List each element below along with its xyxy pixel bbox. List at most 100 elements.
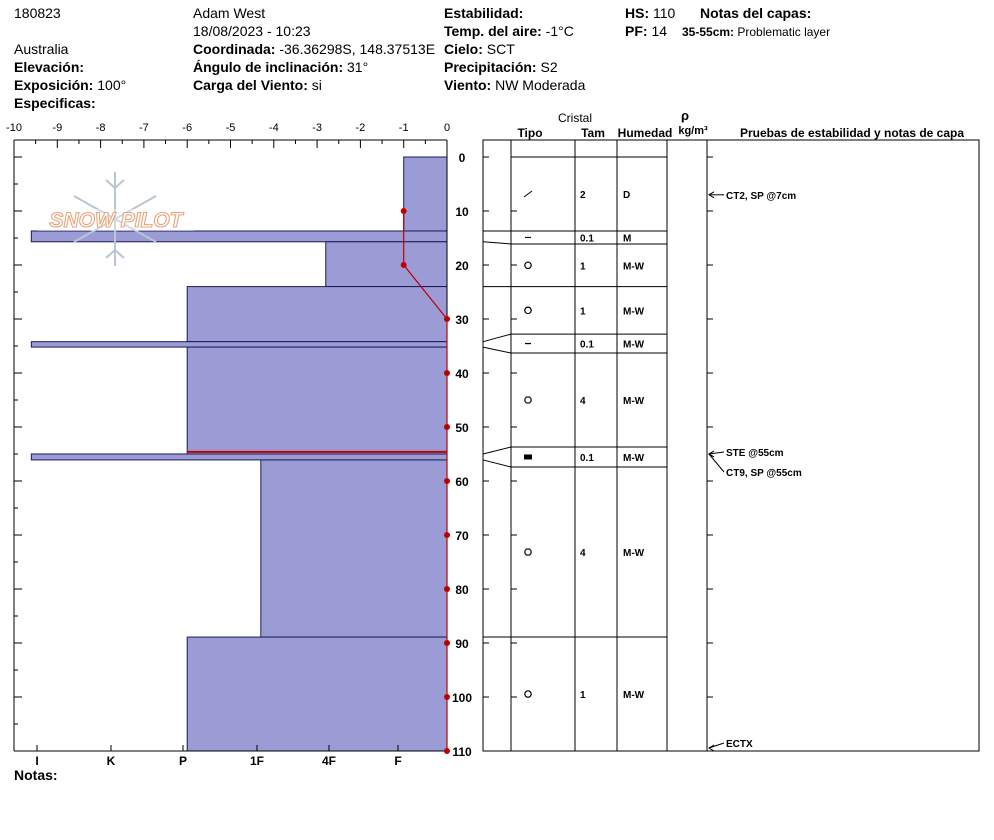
hardness-bar [186,346,448,455]
rounded-grain-icon [524,261,532,270]
hardness-tick-label: F [394,754,401,768]
temp-point [444,370,450,376]
layer-moisture: M-W [623,340,645,351]
temp-tick-label: -7 [139,122,149,134]
decomposing-grain-icon [523,190,533,198]
sky-row: Cielo: SCT [444,41,515,57]
table-frame [482,139,980,752]
depth-tick-label: 10 [455,205,469,219]
temp-point [444,748,450,754]
location: Australia [14,41,69,57]
hs-label: HS: [625,5,650,21]
temp-point [444,586,450,592]
test-label: CT2, SP @7cm [726,191,796,202]
test-arrowhead [708,191,715,199]
exposure-label: Exposición: [14,77,94,93]
temp-point [444,694,450,700]
layer-size: 0.1 [580,233,594,244]
coordinate-row: Coordinada: -36.36298S, 148.37513E [193,41,435,57]
layer-moisture: M-W [623,690,645,701]
temp-point [444,316,450,322]
layer-moisture: M-W [623,548,645,559]
temperature-axis: -10 -9 -8 -7 -6 -5 -4 -3 -2 -1 0 [6,122,450,148]
layer-size: 1 [580,261,586,272]
type-header: Tipo [517,126,542,140]
coordinate-label: Coordinada: [193,41,276,57]
hardness-bars [30,156,448,752]
temp-tick-label: -9 [52,122,62,134]
layer-table: 2 D 0.1 M 1 M-W 1 M-W 0.1 M-W 4 M-W 0.1 M-W 4 M-W 1 M-W [482,139,980,752]
temp-point [444,640,450,646]
depth-tick-label: 60 [455,475,469,489]
temp-tick-label: -8 [96,122,106,134]
air-temp-row: Temp. del aire: -1°C [444,23,574,39]
stability-label: Estabilidad: [444,5,524,21]
crystal-header: Cristal [558,111,592,125]
temp-point [400,208,407,214]
rho-header: ρ [681,108,689,123]
rounded-grain-icon [524,306,532,315]
depth-tick-label: 80 [455,583,469,597]
depth-connector [482,333,512,343]
tests-header: Pruebas de estabilidad y notas de capa [740,126,964,140]
depth-tick-label: 70 [455,529,469,543]
pf-label: PF: [625,23,648,39]
pf-row: PF: 14 [625,23,667,39]
snowflake-icon [73,172,157,266]
layer-size: 1 [580,306,586,317]
air-temp-value: -1°C [545,23,574,39]
layer-moisture: M-W [623,306,645,317]
hardness-bar [186,286,448,343]
specific-label: Especificas: [14,95,96,111]
temp-point [444,478,450,484]
test-arrowhead [708,744,715,752]
rounded-grain-icon [524,690,532,698]
wind-label: Viento: [444,77,492,93]
hardness-tick-label: 1F [250,754,264,768]
hardness-axis: I K P 1F 4F F [35,745,402,768]
test-label: STE @55cm [726,448,784,459]
wind-load-row: Carga del Viento: si [193,77,322,93]
test-pointer [708,742,725,749]
layer-size: 0.1 [580,453,594,464]
rounded-grain-icon [524,548,532,556]
depth-tick-label: 90 [455,637,469,651]
sky-label: Cielo: [444,41,483,57]
profile-id: 180823 [14,5,61,21]
layer-moisture: D [623,190,630,201]
hardness-bar [30,341,448,348]
layer-note: 35-55cm: Problematic layer [682,24,830,40]
depth-axis: 0 10 20 30 40 50 60 70 80 90 100 110 [14,151,472,759]
precip-row: Precipitación: S2 [444,59,558,75]
temp-point [400,262,407,268]
notes-label: Notas: [14,767,58,783]
melt-crust-icon [524,454,532,460]
hardness-tick-label: K [107,754,116,768]
depth-connector [482,459,512,468]
temp-tick-label: -5 [226,122,236,134]
snowpilot-logo: SNOW PILOT [38,172,194,266]
slope-value: 31° [347,59,369,75]
observer: Adam West [193,5,266,21]
layer-size: 2 [580,190,586,201]
layer-moisture: M-W [623,453,645,464]
sky-value: SCT [486,41,515,57]
temp-tick-label: -1 [399,122,409,134]
stability-tests: CT2, SP @7cm STE @55cm CT9, SP @55cm ECTX [708,191,802,752]
table-header: Cristal Tipo Tam Humedad ρ kg/m³ Pruebas… [517,108,964,140]
depth-tick-label: 30 [455,313,469,327]
coordinate-value: -36.36298S, 148.37513E [279,41,436,57]
logo-text: SNOW PILOT [50,209,185,232]
hardness-bar [186,636,448,752]
temp-tick-label: -4 [269,122,279,134]
moisture-header: Humedad [618,126,673,140]
slope-row: Ángulo de inclinación: 31° [193,59,368,75]
wind-value: NW Moderada [495,77,586,93]
depth-tick-label: 40 [455,367,469,381]
density-unit-header: kg/m³ [678,125,708,137]
layer-size: 1 [580,690,586,701]
depth-tick-label: 50 [455,421,469,435]
temp-point [444,532,450,538]
exposure-row: Exposición: 100° [14,77,126,93]
